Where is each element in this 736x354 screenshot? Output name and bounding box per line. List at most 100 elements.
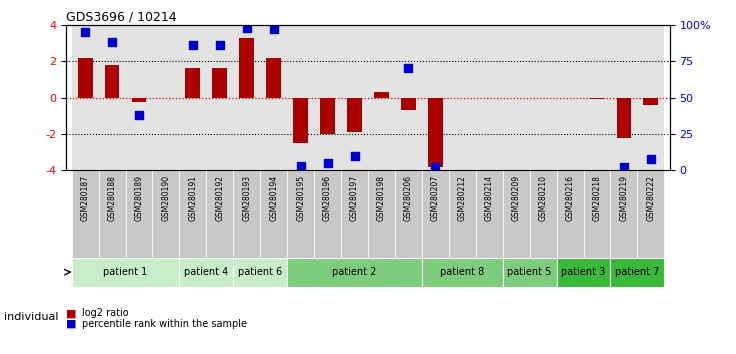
Text: GSM280194: GSM280194 <box>269 175 278 221</box>
Text: GSM280210: GSM280210 <box>539 175 548 221</box>
Text: GDS3696 / 10214: GDS3696 / 10214 <box>66 11 177 24</box>
Bar <box>637 25 665 170</box>
Bar <box>233 258 287 287</box>
Bar <box>584 170 610 258</box>
Point <box>79 29 91 35</box>
Text: GSM280192: GSM280192 <box>216 175 224 221</box>
Bar <box>610 25 637 170</box>
Bar <box>584 25 610 170</box>
Bar <box>206 170 233 258</box>
Text: GSM280193: GSM280193 <box>242 175 251 221</box>
Text: GSM280198: GSM280198 <box>377 175 386 221</box>
Text: GSM280216: GSM280216 <box>565 175 575 221</box>
Bar <box>213 68 227 98</box>
Bar <box>617 98 631 138</box>
Bar <box>422 258 503 287</box>
Point <box>214 42 226 48</box>
Bar <box>132 98 146 102</box>
Bar <box>293 98 308 143</box>
Bar <box>71 258 180 287</box>
Text: GSM280209: GSM280209 <box>512 175 520 221</box>
Text: GSM280196: GSM280196 <box>323 175 332 221</box>
Bar <box>233 170 261 258</box>
Text: ■: ■ <box>66 308 77 318</box>
Bar <box>637 170 665 258</box>
Bar <box>449 25 475 170</box>
Text: GSM280191: GSM280191 <box>188 175 197 221</box>
Bar <box>314 170 341 258</box>
Point <box>645 156 657 161</box>
Bar <box>180 25 206 170</box>
Bar <box>126 170 152 258</box>
Bar <box>320 98 335 134</box>
Bar <box>530 25 556 170</box>
Bar <box>78 57 93 98</box>
Bar <box>401 98 416 110</box>
Point <box>294 163 306 169</box>
Bar <box>71 25 99 170</box>
Text: patient 6: patient 6 <box>238 267 283 277</box>
Bar <box>341 170 368 258</box>
Text: ■: ■ <box>66 319 77 329</box>
Text: GSM280219: GSM280219 <box>620 175 629 221</box>
Text: GSM280188: GSM280188 <box>107 175 116 221</box>
Bar <box>152 25 180 170</box>
Text: GSM280218: GSM280218 <box>592 175 601 221</box>
Bar <box>368 25 395 170</box>
Point <box>403 65 414 71</box>
Bar <box>287 170 314 258</box>
Bar <box>266 57 281 98</box>
Bar <box>503 170 530 258</box>
Text: GSM280212: GSM280212 <box>458 175 467 221</box>
Text: GSM280197: GSM280197 <box>350 175 359 221</box>
Text: patient 4: patient 4 <box>184 267 228 277</box>
Bar <box>475 170 503 258</box>
Point <box>430 165 442 170</box>
Bar <box>530 170 556 258</box>
Bar <box>206 25 233 170</box>
Point <box>349 153 361 159</box>
Text: individual: individual <box>4 312 58 322</box>
Text: patient 7: patient 7 <box>615 267 659 277</box>
Point <box>133 112 145 118</box>
Bar <box>287 258 422 287</box>
Text: GSM280222: GSM280222 <box>646 175 655 221</box>
Bar <box>422 25 449 170</box>
Bar <box>449 170 475 258</box>
Point <box>241 25 252 30</box>
Bar <box>374 92 389 98</box>
Text: GSM280214: GSM280214 <box>485 175 494 221</box>
Bar <box>105 65 119 98</box>
Text: log2 ratio: log2 ratio <box>82 308 129 318</box>
Bar <box>180 258 233 287</box>
Bar <box>610 170 637 258</box>
Bar <box>368 170 395 258</box>
Bar <box>643 98 658 105</box>
Bar <box>261 25 287 170</box>
Bar <box>233 25 261 170</box>
Bar <box>126 25 152 170</box>
Bar <box>261 170 287 258</box>
Point <box>268 26 280 32</box>
Text: GSM280190: GSM280190 <box>161 175 171 221</box>
Point <box>187 42 199 48</box>
Text: GSM280195: GSM280195 <box>296 175 305 221</box>
Bar <box>287 25 314 170</box>
Text: patient 3: patient 3 <box>562 267 606 277</box>
Bar <box>395 25 422 170</box>
Bar <box>556 258 610 287</box>
Bar <box>556 170 584 258</box>
Point <box>106 39 118 45</box>
Text: GSM280187: GSM280187 <box>81 175 90 221</box>
Bar <box>341 25 368 170</box>
Text: percentile rank within the sample: percentile rank within the sample <box>82 319 247 329</box>
Bar <box>71 170 99 258</box>
Text: patient 8: patient 8 <box>440 267 484 277</box>
Bar <box>347 98 362 132</box>
Bar <box>314 25 341 170</box>
Bar <box>185 68 200 98</box>
Bar <box>180 170 206 258</box>
Bar <box>239 38 254 98</box>
Bar <box>99 170 126 258</box>
Text: GSM280206: GSM280206 <box>404 175 413 221</box>
